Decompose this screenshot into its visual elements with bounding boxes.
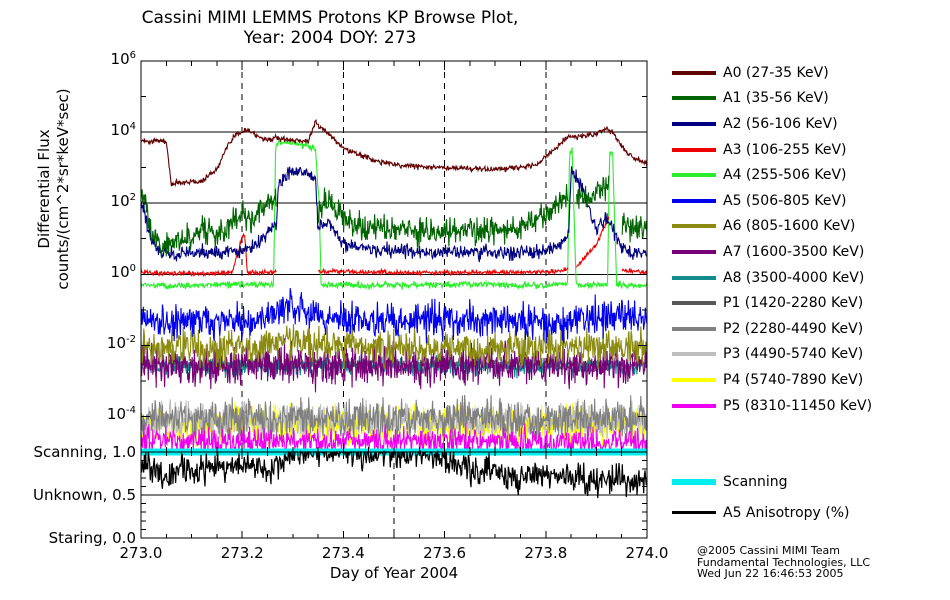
series-trace: [141, 423, 647, 452]
legend-item[interactable]: A3 (106-255 KeV): [672, 137, 950, 163]
legend-item-label: P2 (2280-4490 KeV): [723, 320, 864, 337]
mode-tick-label: Unknown, 0.5: [32, 486, 136, 504]
y-tick-label: 100: [110, 263, 136, 282]
legend-item[interactable]: A0 (27-35 KeV): [672, 60, 950, 86]
series-legend: A0 (27-35 KeV) A1 (35-56 KeV) A2 (56-106 K…: [672, 60, 950, 418]
legend-item[interactable]: A6 (805-1600 KeV): [672, 214, 950, 240]
series-group: [141, 118, 647, 452]
legend-item[interactable]: P4 (5740-7890 KeV): [672, 367, 950, 393]
legend-item-label: A2 (56-106 KeV): [723, 115, 838, 132]
legend-color-swatch: [672, 249, 716, 254]
legend-item-label: P4 (5740-7890 KeV): [723, 371, 864, 388]
main-plot-frame: [140, 60, 648, 453]
series-trace: [141, 216, 647, 278]
legend-color-swatch: [672, 198, 716, 203]
legend-item[interactable]: A5 (506-805 KeV): [672, 188, 950, 214]
mode-tick-label: Scanning, 1.0: [33, 443, 136, 461]
overlay-legend-label: Scanning: [723, 473, 788, 490]
legend-item-label: P3 (4490-5740 KeV): [723, 346, 864, 363]
series-trace: [141, 287, 647, 344]
legend-item-label: A4 (255-506 KeV): [723, 167, 847, 184]
series-trace: [141, 175, 647, 257]
y-tick-label: 10-4: [106, 405, 136, 424]
credit-line: @2005 Cassini MIMI Team: [697, 544, 840, 557]
legend-color-swatch: [672, 96, 716, 101]
overlay-legend-item[interactable]: Scanning: [672, 466, 950, 497]
x-tick-label: 273.4: [321, 544, 365, 562]
legend-color-swatch: [672, 147, 716, 152]
x-tick-label: 273.0: [119, 544, 163, 562]
x-tick-label: 273.8: [524, 544, 568, 562]
legend-color-swatch: [672, 70, 716, 75]
series-trace: [141, 394, 647, 444]
legend-color-swatch: [672, 352, 716, 357]
legend-color-swatch: [672, 377, 716, 382]
mode-tick-label: Staring, 0.0: [48, 529, 136, 547]
credit-block: @2005 Cassini MIMI Team Fundamental Techn…: [697, 545, 870, 580]
legend-item-label: P5 (8310-11450 KeV): [723, 397, 873, 414]
x-tick-label: 273.2: [220, 544, 264, 562]
plot-title: Cassini MIMI LEMMS Protons KP Browse Plo…: [0, 8, 660, 48]
overlay-legend: Scanning A5 Anisotropy (%): [672, 466, 950, 528]
legend-item-label: A6 (805-1600 KeV): [723, 218, 856, 235]
legend-color-swatch: [672, 326, 716, 331]
legend-color-swatch: [672, 301, 716, 306]
series-trace: [141, 138, 647, 291]
legend-item-label: A5 (506-805 KeV): [723, 192, 847, 209]
legend-item-label: A3 (106-255 KeV): [723, 141, 847, 158]
series-trace: [141, 166, 647, 263]
legend-item[interactable]: A7 (1600-3500 KeV): [672, 239, 950, 265]
legend-color-swatch: [672, 173, 716, 178]
overlay-legend-swatch: [672, 478, 716, 485]
legend-item[interactable]: A4 (255-506 KeV): [672, 162, 950, 188]
legend-item-label: A1 (35-56 KeV): [723, 90, 829, 107]
series-trace: [141, 118, 647, 188]
credit-line: Fundamental Technologies, LLC: [697, 555, 871, 569]
overlay-legend-swatch: [672, 511, 716, 514]
legend-item-label: P1 (1420-2280 KeV): [723, 295, 864, 312]
title-line-1: Cassini MIMI LEMMS Protons KP Browse Plo…: [141, 8, 519, 28]
title-line-2: Year: 2004 DOY: 273: [243, 28, 417, 48]
y-tick-label: 102: [110, 192, 136, 211]
legend-color-swatch: [672, 224, 716, 229]
x-axis-label: Day of Year 2004: [329, 564, 459, 582]
legend-item[interactable]: A1 (35-56 KeV): [672, 86, 950, 112]
y-tick-label: 106: [110, 50, 136, 68]
y-tick-label: 10-2: [106, 334, 136, 353]
legend-item-label: A0 (27-35 KeV): [723, 64, 829, 81]
x-tick-label: 273.6: [423, 544, 467, 562]
overlay-legend-label: A5 Anisotropy (%): [723, 504, 850, 521]
legend-item-label: A7 (1600-3500 KeV): [723, 243, 865, 260]
legend-item[interactable]: P2 (2280-4490 KeV): [672, 316, 950, 342]
legend-color-swatch: [672, 403, 716, 408]
y-tick-label: 104: [110, 121, 136, 140]
overlay-legend-item[interactable]: A5 Anisotropy (%): [672, 497, 950, 528]
legend-color-swatch: [672, 275, 716, 280]
legend-color-swatch: [672, 121, 716, 126]
legend-item[interactable]: P3 (4490-5740 KeV): [672, 342, 950, 368]
legend-item-label: A8 (3500-4000 KeV): [723, 269, 865, 286]
credit-line: Wed Jun 22 16:46:53 2005: [697, 567, 844, 580]
series-trace: [141, 324, 647, 371]
x-tick-label: 274.0: [625, 544, 669, 562]
legend-item[interactable]: P1 (1420-2280 KeV): [672, 290, 950, 316]
legend-item[interactable]: A8 (3500-4000 KeV): [672, 265, 950, 291]
legend-item[interactable]: A2 (56-106 KeV): [672, 111, 950, 137]
legend-item[interactable]: P5 (8310-11450 KeV): [672, 393, 950, 419]
